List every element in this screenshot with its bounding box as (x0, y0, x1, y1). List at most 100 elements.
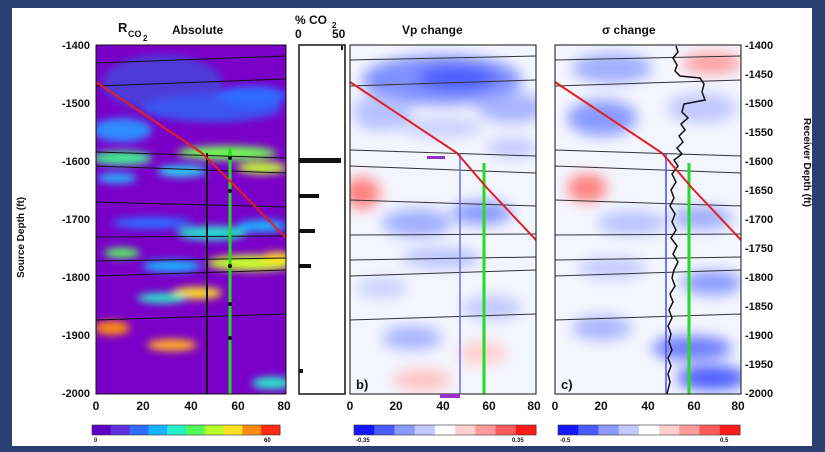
colorbar-swatch (148, 425, 168, 435)
colorbar-border (353, 424, 537, 436)
left-tick-label: -1600 (62, 156, 90, 168)
colorbar-absolute (91, 424, 281, 436)
colorbar-swatch (92, 425, 112, 435)
panel-c-title: σ change (602, 23, 656, 37)
x-tick-label: 20 (136, 399, 150, 413)
figure: R CO 2 Absolute % CO 2 0 50 (16, 13, 812, 444)
x-tick-label: 40 (184, 399, 198, 413)
left-tick-label: -2000 (62, 388, 90, 400)
x-tick-label: 20 (594, 399, 608, 413)
colorbar-swatch (699, 425, 721, 435)
panel-a-title-r: R (118, 20, 128, 35)
panel-b-title: Vp change (402, 23, 463, 37)
panel-a: R CO 2 Absolute (95, 20, 287, 395)
right-tick-label: -2000 (745, 388, 773, 400)
panel-b-label: b) (356, 377, 368, 392)
x-tick-label: 40 (641, 399, 655, 413)
x-tick-label: 60 (482, 399, 496, 413)
x-tick-label: 0 (552, 399, 559, 413)
right-tick-label: -1500 (745, 98, 773, 110)
colorbar-swatch (578, 425, 599, 435)
panel-a-title-rest: Absolute (172, 23, 224, 37)
panel-co2-border (298, 44, 346, 395)
colorbar-b-min: -0.35 (356, 438, 370, 444)
panel-co2-axis-min: 0 (295, 27, 302, 41)
right-tick-label: -1450 (745, 69, 773, 81)
x-tick-label: 40 (436, 399, 450, 413)
colorbar-swatch (374, 425, 395, 435)
x-tick-label: 20 (389, 399, 403, 413)
panel-c-image (555, 45, 741, 394)
x-tick-label: 80 (527, 399, 541, 413)
x-tick-label: 0 (347, 399, 354, 413)
colorbar-c-max: 0.5 (720, 438, 729, 444)
colorbar-swatch (455, 425, 476, 435)
panel-b-marker (440, 394, 460, 398)
left-depth-axis: -1400 -1500 -1600 -1700 -1800 -1900 -200… (16, 40, 90, 400)
colorbar-swatch (618, 425, 640, 435)
right-tick-label: -1950 (745, 359, 773, 371)
colorbar-swatch (110, 425, 131, 435)
panel-c-x-axis: 0 20 40 60 80 (552, 399, 745, 413)
colorbar-vp (353, 424, 537, 436)
co2-bars (299, 46, 343, 373)
panel-co2-title-sub: 2 (332, 21, 337, 30)
panel-c-border (554, 44, 742, 395)
colorbar-border (557, 424, 741, 436)
colorbar-a-max: 60 (264, 438, 271, 444)
left-axis-label: Source Depth (ft) (16, 197, 27, 278)
right-tick-label: -1800 (745, 272, 773, 284)
panel-b-x-axis: 0 20 40 60 80 (347, 399, 541, 413)
colorbar-swatch (167, 425, 187, 435)
panel-co2-title: % CO (295, 13, 327, 27)
colorbar-swatch (515, 425, 537, 435)
panel-b-image (350, 55, 536, 394)
right-tick-label: -1600 (745, 156, 773, 168)
panel-a-x-axis: 0 20 40 60 80 (93, 399, 291, 413)
colorbar-swatch (394, 425, 416, 435)
colorbar-swatch (659, 425, 680, 435)
colorbar-swatch (242, 425, 262, 435)
panel-b: Vp change b) (349, 23, 537, 398)
panel-a-title-sub: CO (128, 29, 142, 39)
left-tick-label: -1800 (62, 272, 90, 284)
right-tick-label: -1900 (745, 330, 773, 342)
panel-a-image (96, 55, 286, 394)
colorbar-a-min: 0 (94, 438, 98, 444)
colorbar-swatch (598, 425, 620, 435)
colorbar-swatch (495, 425, 517, 435)
right-tick-label: -1700 (745, 214, 773, 226)
x-tick-label: 0 (93, 399, 100, 413)
colorbar-c-min: -0.5 (560, 438, 571, 444)
panel-c-label: c) (561, 377, 573, 392)
colorbar-swatch (204, 425, 225, 435)
left-tick-label: -1400 (62, 40, 90, 52)
left-tick-label: -1900 (62, 330, 90, 342)
colorbar-swatch (186, 425, 206, 435)
right-tick-label: -1550 (745, 127, 773, 139)
colorbar-swatch (558, 425, 579, 435)
right-axis-label: Receiver Depth (ft) (801, 118, 812, 207)
right-depth-axis: -1400 -1450 -1500 -1550 -1600 -1650 -170… (745, 40, 812, 400)
left-tick-label: -1700 (62, 214, 90, 226)
colorbar-swatch (719, 425, 741, 435)
x-tick-label: 60 (231, 399, 245, 413)
x-tick-label: 80 (277, 399, 291, 413)
right-tick-label: -1400 (745, 40, 773, 52)
panel-a-border (95, 44, 287, 395)
colorbar-swatch (414, 425, 436, 435)
x-tick-label: 80 (731, 399, 745, 413)
colorbar-border (91, 424, 281, 436)
colorbar-swatch (261, 425, 281, 435)
colorbar-swatch (129, 425, 149, 435)
figure-frame: R CO 2 Absolute % CO 2 0 50 (12, 8, 812, 446)
colorbar-swatch (354, 425, 375, 435)
colorbar-swatch (434, 425, 456, 435)
colorbar-sigma (557, 424, 741, 436)
colorbar-swatch (223, 425, 243, 435)
colorbar-swatch (475, 425, 497, 435)
panel-a-title-sub2: 2 (143, 34, 148, 43)
colorbar-swatch (679, 425, 701, 435)
left-tick-label: -1500 (62, 98, 90, 110)
right-tick-label: -1850 (745, 301, 773, 313)
